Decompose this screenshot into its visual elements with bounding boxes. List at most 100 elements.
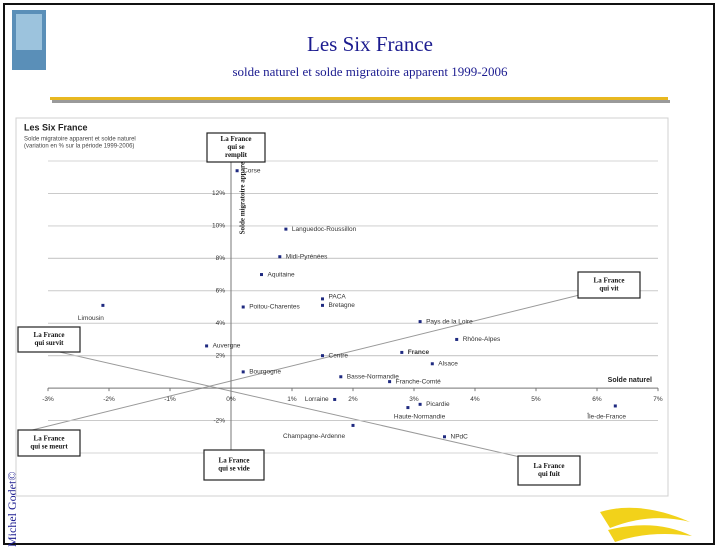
y-tick-label: 12%	[212, 190, 225, 197]
data-point	[284, 227, 288, 231]
y-tick-label: 8%	[216, 255, 226, 262]
x-tick-label: 3%	[409, 396, 419, 403]
slide-subtitle: solde naturel et solde migratoire appare…	[232, 64, 508, 79]
annotation-box	[517, 455, 581, 486]
x-axis-label: Solde naturel	[608, 377, 652, 384]
annotation-box	[577, 271, 641, 299]
point-label: Midi-Pyrénées	[286, 253, 328, 260]
annotation-text: qui vit	[599, 285, 619, 293]
annotation-text: La France	[534, 462, 565, 470]
y-tick-label: 2%	[216, 352, 226, 359]
x-tick-label: -2%	[103, 396, 115, 403]
data-point	[443, 435, 446, 439]
chart-frame	[15, 117, 669, 497]
data-point	[455, 337, 459, 341]
data-point	[339, 375, 343, 379]
point-label: Picardie	[426, 401, 450, 408]
chart: Les Six France Solde migratoire apparent…	[17, 122, 663, 486]
point-label: Poitou-Charentes	[249, 304, 300, 311]
chart-subtitle: (variation en % sur la période 1999-2006…	[24, 144, 134, 150]
underline-shadow	[52, 100, 670, 103]
y-tick-label: 6%	[216, 287, 226, 294]
annotation-text: remplit	[225, 151, 248, 159]
data-point	[418, 402, 422, 406]
trend-line	[19, 284, 621, 434]
point-label: PACA	[329, 294, 347, 301]
point-label: Corse	[243, 167, 261, 174]
annotation-text: qui se meurt	[30, 443, 68, 451]
data-point	[101, 303, 105, 307]
data-point	[278, 255, 282, 259]
annotation-text: qui se	[227, 143, 244, 151]
annotation-text: La France	[34, 331, 65, 339]
point-label: Franche-Comté	[396, 378, 442, 385]
data-point	[205, 344, 209, 348]
point-label: Basse-Normandie	[347, 373, 399, 380]
point-label: Haute-Normandie	[394, 413, 446, 420]
x-tick-label: 7%	[653, 396, 663, 403]
annotation-text: La France	[594, 277, 625, 285]
data-point	[351, 423, 355, 427]
annotation-box	[206, 132, 266, 163]
data-point	[613, 404, 617, 408]
author: Michel Godet©	[5, 472, 19, 547]
logo-inner	[16, 14, 42, 50]
data-point	[388, 380, 392, 384]
y-tick-label: 4%	[216, 320, 226, 327]
chart-title: Les Six France	[24, 122, 88, 132]
point-label: Limousin	[78, 315, 104, 322]
point-label: Centre	[329, 352, 349, 359]
x-tick-label: 0%	[226, 396, 236, 403]
point-label: Pays de la Loire	[426, 318, 473, 325]
annotation-text: La France	[221, 135, 252, 143]
data-point	[241, 370, 245, 374]
y-tick-label: -2%	[213, 417, 225, 424]
point-label: Île-de-France	[586, 412, 626, 421]
annotation-text: qui se vide	[218, 465, 250, 473]
x-tick-label: -3%	[42, 396, 54, 403]
trend-line	[19, 342, 556, 466]
x-tick-label: 2%	[348, 396, 358, 403]
y-tick-label: 10%	[212, 223, 225, 230]
y-axis-label: Solde migratoire apparent	[239, 155, 247, 234]
point-label: Languedoc-Roussillon	[292, 226, 357, 233]
data-point	[406, 406, 410, 410]
annotation-text: La France	[219, 457, 250, 465]
x-tick-label: 1%	[287, 396, 297, 403]
data-point	[241, 305, 245, 309]
annotation-text: La France	[34, 435, 65, 443]
decor-swoosh	[600, 507, 692, 542]
x-tick-label: 5%	[531, 396, 541, 403]
annotation-box	[203, 449, 265, 481]
annotation-text: qui survit	[35, 339, 65, 347]
annotation-text: qui fuit	[538, 470, 561, 478]
point-label: NPdC	[451, 433, 469, 440]
annotation-box	[17, 326, 81, 353]
data-point	[260, 273, 263, 277]
data-point	[235, 169, 239, 173]
point-label: Aquitaine	[268, 271, 295, 278]
x-tick-label: 6%	[592, 396, 602, 403]
slide-title: Les Six France	[307, 32, 433, 56]
data-point	[400, 350, 404, 354]
data-point	[333, 397, 337, 401]
point-label: Alsace	[438, 360, 458, 367]
data-point	[321, 297, 324, 301]
point-label: Champagne-Ardenne	[283, 433, 346, 440]
data-point	[321, 354, 324, 358]
data-point	[321, 303, 324, 307]
point-label: Auvergne	[213, 343, 241, 350]
x-tick-label: 4%	[470, 396, 480, 403]
chart-subtitle: Solde migratoire apparent et solde natur…	[24, 137, 136, 143]
point-label: Rhône-Alpes	[463, 336, 501, 343]
point-label: Lorraine	[305, 396, 329, 403]
underline	[50, 97, 668, 100]
data-point	[430, 362, 434, 366]
point-label: France	[408, 349, 430, 356]
data-point	[418, 320, 422, 324]
x-tick-label: -1%	[164, 396, 176, 403]
point-label: Bretagne	[329, 302, 356, 309]
point-label: Bourgogne	[249, 369, 281, 376]
annotation-box	[17, 429, 81, 457]
